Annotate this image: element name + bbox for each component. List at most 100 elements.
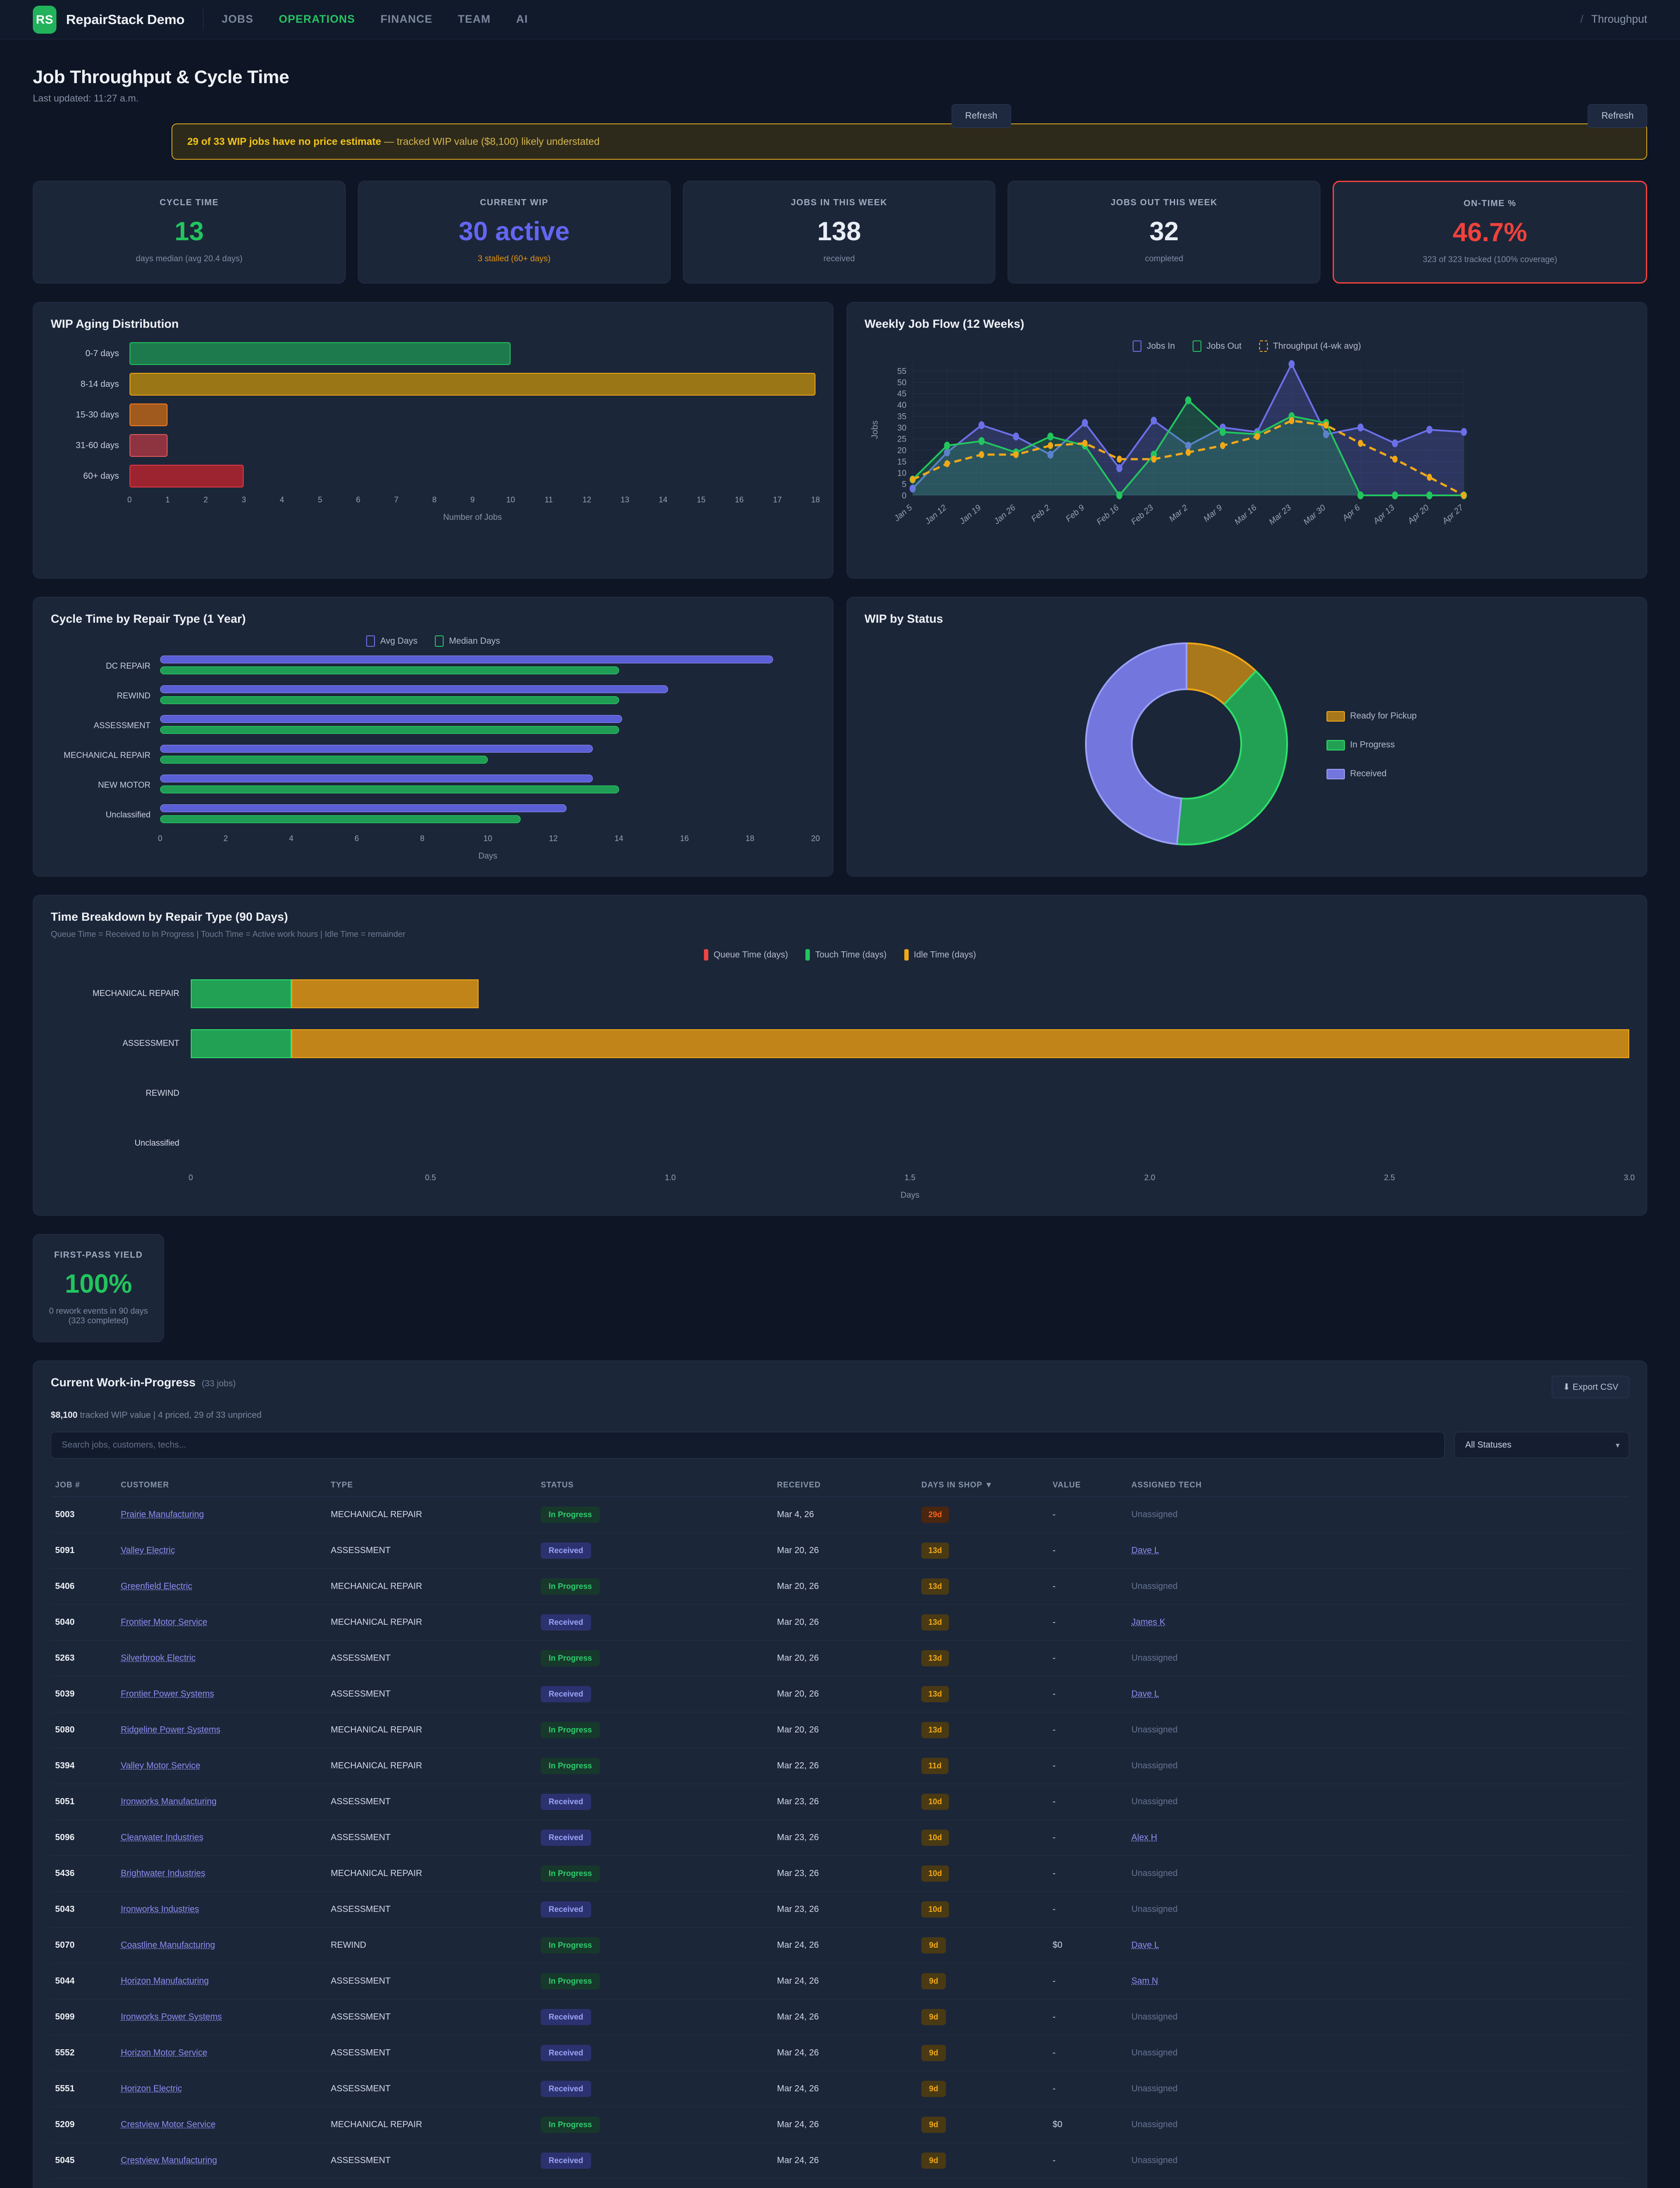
col-header-value[interactable]: VALUE <box>1048 1473 1127 1497</box>
table-row[interactable]: 5099 Ironworks Power Systems ASSESSMENT Rec… <box>51 1999 1629 2035</box>
legend-item-ready-for-pickup[interactable]: Ready for Pickup <box>1326 711 1417 722</box>
col-header-status[interactable]: STATUS <box>536 1473 773 1497</box>
cell-customer-text[interactable]: Brightwater Industries <box>121 1869 206 1878</box>
legend-item-queue-time[interactable]: Queue Time (days) <box>704 949 788 961</box>
cell-assigned-tech-text[interactable]: Dave L <box>1131 1940 1159 1950</box>
cycle-time-median-bar[interactable] <box>160 666 619 674</box>
col-header-days-in-shop[interactable]: DAYS IN SHOP ▼ <box>917 1473 1048 1497</box>
col-header-type[interactable]: TYPE <box>326 1473 536 1497</box>
table-row[interactable]: 5039 Frontier Power Systems ASSESSMENT Rece… <box>51 1676 1629 1712</box>
legend-item-in-progress[interactable]: In Progress <box>1326 740 1417 750</box>
table-row[interactable]: 5263 Silverbrook Electric ASSESSMENT In Pro… <box>51 1640 1629 1676</box>
table-row[interactable]: 5436 Brightwater Industries MECHANICAL REP… <box>51 1855 1629 1892</box>
cell-customer-text[interactable]: Valley Electric <box>121 1546 175 1555</box>
cycle-time-avg-bar[interactable] <box>160 775 593 782</box>
cell-customer-text[interactable]: Ironworks Manufacturing <box>121 1797 217 1806</box>
cycle-time-median-bar[interactable] <box>160 785 619 793</box>
cell-customer-text[interactable]: Crestview Manufacturing <box>121 2156 217 2165</box>
wip-aging-bar[interactable] <box>130 342 511 365</box>
cycle-time-avg-bar[interactable] <box>160 715 623 723</box>
table-row[interactable]: 5394 Valley Motor Service MECHANICAL REPAI… <box>51 1748 1629 1784</box>
cell-customer-text[interactable]: Clearwater Industries <box>121 1833 203 1842</box>
legend-item-touch-time[interactable]: Touch Time (days) <box>805 949 887 961</box>
cell-customer-text[interactable]: Prairie Manufacturing <box>121 1510 204 1519</box>
cycle-time-median-bar[interactable] <box>160 756 488 764</box>
cell-customer-text[interactable]: Valley Motor Service <box>121 1761 200 1771</box>
cell-assigned-tech-text[interactable]: Dave L <box>1131 1689 1159 1699</box>
cell-customer-text[interactable]: Coastline Manufacturing <box>121 1940 215 1950</box>
wip-status-donut-svg[interactable] <box>1077 635 1296 853</box>
nav-link-finance[interactable]: FINANCE <box>380 13 433 25</box>
cell-customer-text[interactable]: Silverbrook Electric <box>121 1653 196 1663</box>
nav-link-jobs[interactable]: JOBS <box>221 13 254 25</box>
search-input[interactable] <box>51 1432 1445 1459</box>
table-row[interactable]: 5023Mountain Motor ServiceREWINDReceived… <box>51 2178 1629 2188</box>
refresh-button-primary[interactable]: Refresh <box>952 104 1011 128</box>
cell-assigned-tech-text[interactable]: Sam N <box>1131 1976 1158 1986</box>
cell-customer-text[interactable]: Horizon Manufacturing <box>121 1976 209 1986</box>
table-row[interactable]: 5070 Coastline Manufacturing REWIND In Prog… <box>51 1927 1629 1964</box>
cycle-time-avg-bar[interactable] <box>160 745 593 753</box>
cycle-time-avg-bar[interactable] <box>160 685 668 693</box>
brand[interactable]: RS RepairStack Demo <box>33 5 185 34</box>
wip-aging-bar[interactable] <box>130 434 168 457</box>
cell-customer-text[interactable]: Frontier Motor Service <box>121 1617 207 1627</box>
wip-aging-bar[interactable] <box>130 465 244 487</box>
refresh-button-secondary[interactable]: Refresh <box>1588 104 1647 128</box>
cell-assigned-tech-text[interactable]: Dave L <box>1131 1546 1159 1555</box>
cell-type: MECHANICAL REPAIR <box>326 1568 536 1605</box>
export-csv-button[interactable]: ⬇ Export CSV <box>1552 1376 1629 1398</box>
col-header-assigned-tech[interactable]: ASSIGNED TECH <box>1127 1473 1629 1497</box>
cycle-time-avg-bar[interactable] <box>160 656 773 663</box>
nav-link-ai[interactable]: AI <box>516 13 528 25</box>
col-header-customer[interactable]: CUSTOMER <box>116 1473 326 1497</box>
cell-customer-text[interactable]: Greenfield Electric <box>121 1581 192 1591</box>
nav-link-operations[interactable]: OPERATIONS <box>279 13 355 25</box>
cell-assigned-tech-text[interactable]: James K <box>1131 1617 1166 1627</box>
legend-item-median-days[interactable]: Median Days <box>435 635 500 647</box>
wip-aging-bar[interactable] <box>130 373 816 396</box>
table-row[interactable]: 5552 Horizon Motor Service ASSESSMENT Recei… <box>51 2035 1629 2071</box>
table-row[interactable]: 5045 Crestview Manufacturing ASSESSMENT Rec… <box>51 2142 1629 2179</box>
col-header-job[interactable]: JOB # <box>51 1473 116 1497</box>
table-row[interactable]: 5051 Ironworks Manufacturing ASSESSMENT Rec… <box>51 1784 1629 1820</box>
cycle-time-median-bar[interactable] <box>160 815 521 823</box>
table-row[interactable]: 5406 Greenfield Electric MECHANICAL REPAIR… <box>51 1568 1629 1605</box>
cell-customer-text[interactable]: Horizon Motor Service <box>121 2048 207 2058</box>
legend-item-jobs-in[interactable]: Jobs In <box>1133 340 1175 352</box>
col-header-received[interactable]: RECEIVED <box>773 1473 917 1497</box>
cell-customer-text[interactable]: Ironworks Industries <box>121 1904 199 1914</box>
table-row[interactable]: 5551 Horizon Electric ASSESSMENT Received Ma… <box>51 2071 1629 2107</box>
cell-customer-text[interactable]: Crestview Motor Service <box>121 2120 216 2129</box>
table-row[interactable]: 5044 Horizon Manufacturing ASSESSMENT In Pr… <box>51 1963 1629 1999</box>
cell-customer-text[interactable]: Horizon Electric <box>121 2084 182 2093</box>
legend-item-jobs-out[interactable]: Jobs Out <box>1192 340 1242 352</box>
cell-assigned-tech-text[interactable]: Alex H <box>1131 1833 1157 1842</box>
legend-item-throughput-avg[interactable]: Throughput (4-wk avg) <box>1259 340 1361 352</box>
cell-customer-text[interactable]: Frontier Power Systems <box>121 1689 214 1699</box>
cell-customer-text[interactable]: Ridgeline Power Systems <box>121 1725 220 1735</box>
legend-item-received[interactable]: Received <box>1326 768 1417 779</box>
legend-item-avg-days[interactable]: Avg Days <box>366 635 417 647</box>
cycle-time-median-bar[interactable] <box>160 696 619 704</box>
table-row[interactable]: 5209 Crestview Motor Service MECHANICAL RE… <box>51 2107 1629 2143</box>
table-row[interactable]: 5080 Ridgeline Power Systems MECHANICAL RE… <box>51 1712 1629 1748</box>
status-filter-select[interactable]: All Statuses <box>1454 1432 1629 1458</box>
time-breakdown-segment[interactable] <box>291 1029 1629 1058</box>
cell-customer-text[interactable]: Ironworks Power Systems <box>121 2012 222 2022</box>
table-row[interactable]: 5003 Prairie Manufacturing MECHANICAL REPA… <box>51 1497 1629 1533</box>
table-row[interactable]: 5096 Clearwater Industries ASSESSMENT Recei… <box>51 1820 1629 1856</box>
cycle-time-median-bar[interactable] <box>160 726 619 734</box>
time-breakdown-segment[interactable] <box>291 979 479 1008</box>
time-breakdown-segment[interactable] <box>191 979 292 1008</box>
nav-link-team[interactable]: TEAM <box>458 13 491 25</box>
table-row[interactable]: 5091 Valley Electric ASSESSMENT Received Mar… <box>51 1532 1629 1569</box>
table-row[interactable]: 5043 Ironworks Industries ASSESSMENT Receiv… <box>51 1891 1629 1928</box>
legend-item-idle-time[interactable]: Idle Time (days) <box>904 949 976 961</box>
cycle-time-bar-label: NEW MOTOR <box>98 781 150 790</box>
wip-aging-bar[interactable] <box>130 403 168 426</box>
cycle-time-avg-bar[interactable] <box>160 804 567 812</box>
table-row[interactable]: 5040 Frontier Motor Service MECHANICAL REP… <box>51 1604 1629 1641</box>
cell-assigned-tech: Unassigned <box>1127 1712 1629 1748</box>
time-breakdown-segment[interactable] <box>191 1029 292 1058</box>
